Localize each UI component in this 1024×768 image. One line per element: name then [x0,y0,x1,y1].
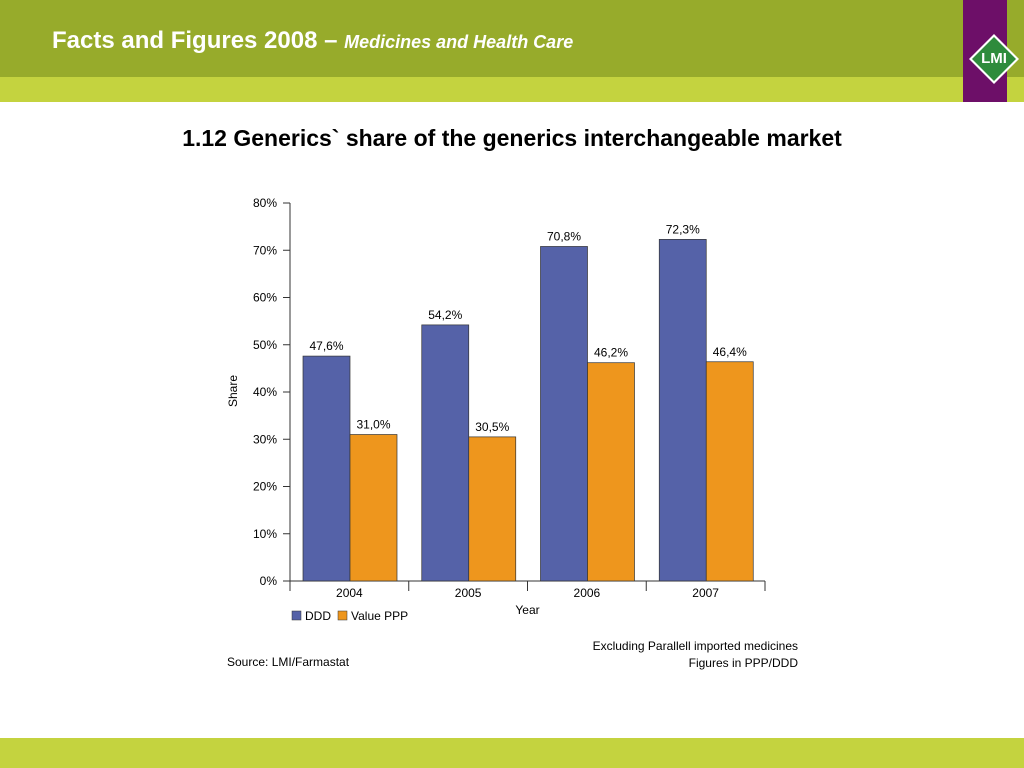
bar-value-ppp-2006 [587,362,635,582]
y-tick-label: 40% [253,385,277,399]
data-label: 46,4% [713,345,747,359]
footer-band [0,738,1024,768]
x-tick-label: 2005 [455,586,482,600]
legend-label: Value PPP [351,609,408,623]
data-label: 46,2% [594,346,628,360]
data-label: 54,2% [428,308,462,322]
header-sub-band [0,77,1024,102]
bar-ddd-2006 [540,246,588,582]
y-tick-label: 30% [253,432,277,446]
data-label: 30,5% [475,420,509,434]
exclusion-note: Excluding Parallell imported medicines [592,639,798,653]
y-tick-label: 60% [253,291,277,305]
x-axis-title: Year [515,603,539,617]
y-tick-label: 20% [253,480,277,494]
bar-ddd-2004 [302,355,351,582]
y-tick-label: 50% [253,338,277,352]
legend-swatch [291,610,302,621]
bar-ddd-2005 [421,324,470,582]
chart-title: 1.12 Generics` share of the generics int… [182,125,842,151]
header-title: Facts and Figures 2008 – Medicines and H… [52,27,573,55]
data-label: 70,8% [547,229,581,243]
y-tick-label: 80% [253,196,277,210]
y-tick-label: 0% [260,574,278,588]
header-title-text: Facts and Figures 2008 – [52,27,338,54]
logo-text: LMI [981,50,1007,67]
header-band [0,0,1024,77]
x-tick-label: 2006 [574,586,601,600]
bar-value-ppp-2005 [468,436,517,582]
x-tick-label: 2007 [692,586,719,600]
data-label: 72,3% [666,222,700,236]
source-note: Source: LMI/Farmastat [227,655,350,669]
legend-swatch [337,610,348,621]
bar-value-ppp-2007 [705,361,754,582]
y-tick-label: 70% [253,243,277,257]
bar-chart: 0% 10% 20% 30% 40% 50% 60% 70% 80% 2004 47,6% 31,0%… [226,196,766,623]
y-axis-title: Share [226,375,240,407]
bar-ddd-2007 [658,239,707,582]
logo-icon [969,34,1019,84]
y-tick-label: 10% [253,527,277,541]
bar-value-ppp-2004 [349,434,398,582]
header-subtitle: Medicines and Health Care [344,32,574,52]
figures-note: Figures in PPP/DDD [688,656,798,670]
data-label: 47,6% [309,339,343,353]
x-tick-label: 2004 [336,586,363,600]
data-label: 31,0% [356,418,390,432]
legend-label: DDD [305,609,331,623]
